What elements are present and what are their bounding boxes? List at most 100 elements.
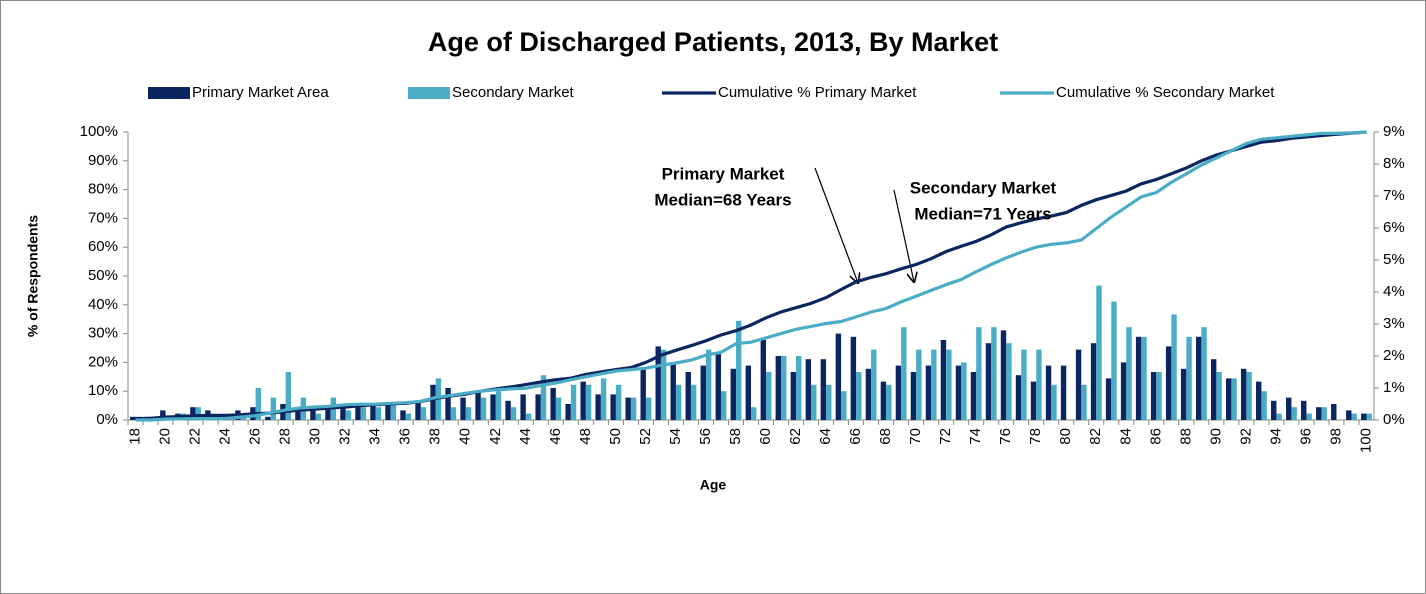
bar <box>1216 372 1222 420</box>
x-tick-label: 60 <box>757 428 774 445</box>
y-axis-title: % of Respondents <box>25 215 41 337</box>
x-tick-label: 92 <box>1237 428 1254 445</box>
y2-tick-label: 7% <box>1383 187 1405 204</box>
bar <box>1111 301 1117 420</box>
bar <box>1246 372 1252 420</box>
bar <box>1090 343 1097 420</box>
bar <box>985 343 992 420</box>
bar <box>1195 336 1202 420</box>
bar <box>1141 336 1147 420</box>
y-tick-label: 30% <box>88 325 118 342</box>
bar <box>565 404 571 420</box>
annotation-arrow <box>814 167 858 283</box>
bar <box>1000 330 1007 420</box>
x-tick-label: 36 <box>397 428 414 445</box>
bar <box>160 410 166 420</box>
bar <box>705 349 712 420</box>
bar <box>1225 378 1232 420</box>
x-tick-label: 72 <box>937 428 954 445</box>
bar <box>700 365 706 420</box>
y2-tick-label: 9% <box>1383 123 1405 140</box>
bar <box>1165 346 1172 420</box>
y-tick-label: 90% <box>88 152 118 169</box>
bar <box>570 384 577 420</box>
bar <box>1036 349 1042 420</box>
bar <box>1331 404 1337 420</box>
y2-tick-label: 3% <box>1383 315 1405 332</box>
bar <box>946 349 952 420</box>
bar <box>1045 365 1052 420</box>
bar <box>445 388 451 420</box>
x-tick-label: 100 <box>1357 428 1374 453</box>
bar <box>640 368 646 420</box>
x-tick-label: 40 <box>457 428 474 445</box>
bar <box>751 407 757 420</box>
bar <box>190 407 196 420</box>
bar <box>525 413 532 420</box>
bar <box>976 327 982 420</box>
bar <box>991 327 997 420</box>
bar <box>910 372 917 420</box>
bar <box>1186 336 1192 420</box>
bar <box>790 372 797 420</box>
line <box>135 130 1367 422</box>
bar <box>430 384 436 420</box>
legend-swatch <box>148 87 190 99</box>
x-tick-label: 66 <box>847 428 864 445</box>
x-tick-label: 62 <box>787 428 804 445</box>
bar <box>901 327 907 420</box>
bar <box>850 336 857 420</box>
bar <box>340 407 346 420</box>
annotation: Median=71 Years <box>914 204 1051 223</box>
bar <box>405 413 412 420</box>
bar <box>580 381 586 420</box>
bar <box>1081 384 1087 420</box>
y2-tick-label: 5% <box>1383 251 1405 268</box>
x-tick-label: 58 <box>727 428 744 445</box>
legend-swatch <box>408 87 450 99</box>
legend-label: Cumulative % Secondary Market <box>1056 84 1275 101</box>
x-tick-label: 22 <box>187 428 204 445</box>
x-tick-label: 20 <box>156 428 173 445</box>
y-tick-label: 70% <box>88 209 118 226</box>
bar <box>400 410 406 420</box>
bar <box>1321 407 1327 420</box>
x-tick-label: 34 <box>367 428 384 445</box>
x-tick-label: 32 <box>337 428 354 445</box>
x-tick-label: 80 <box>1057 428 1074 445</box>
bar <box>886 384 892 420</box>
legend-label: Cumulative % Primary Market <box>718 84 917 101</box>
bar <box>355 404 361 420</box>
bar <box>880 381 887 420</box>
bar <box>360 407 367 420</box>
bar <box>895 365 902 420</box>
y-tick-label: 40% <box>88 296 118 313</box>
bar <box>1021 349 1027 420</box>
y-tick-label: 20% <box>88 353 118 370</box>
x-tick-label: 50 <box>607 428 624 445</box>
bar <box>1156 372 1162 420</box>
bar <box>1030 381 1037 420</box>
bar <box>715 352 721 420</box>
bar <box>480 397 487 420</box>
bar <box>1301 400 1307 420</box>
x-tick-label: 24 <box>217 428 234 445</box>
x-tick-label: 88 <box>1177 428 1194 445</box>
bar <box>1256 381 1262 420</box>
bar <box>1306 413 1312 420</box>
bar <box>475 391 481 420</box>
line <box>135 130 1367 421</box>
bar <box>615 384 622 420</box>
bar <box>645 397 652 420</box>
bar <box>460 397 466 420</box>
bar <box>961 362 967 420</box>
bar <box>345 410 352 420</box>
chart-title: Age of Discharged Patients, 2013, By Mar… <box>428 27 998 57</box>
bar <box>375 407 382 420</box>
bar <box>310 407 316 420</box>
bar <box>685 372 691 420</box>
legend-label: Primary Market Area <box>192 84 329 101</box>
y-tick-label: 60% <box>88 238 118 255</box>
bar <box>1105 378 1112 420</box>
x-tick-label: 68 <box>877 428 894 445</box>
